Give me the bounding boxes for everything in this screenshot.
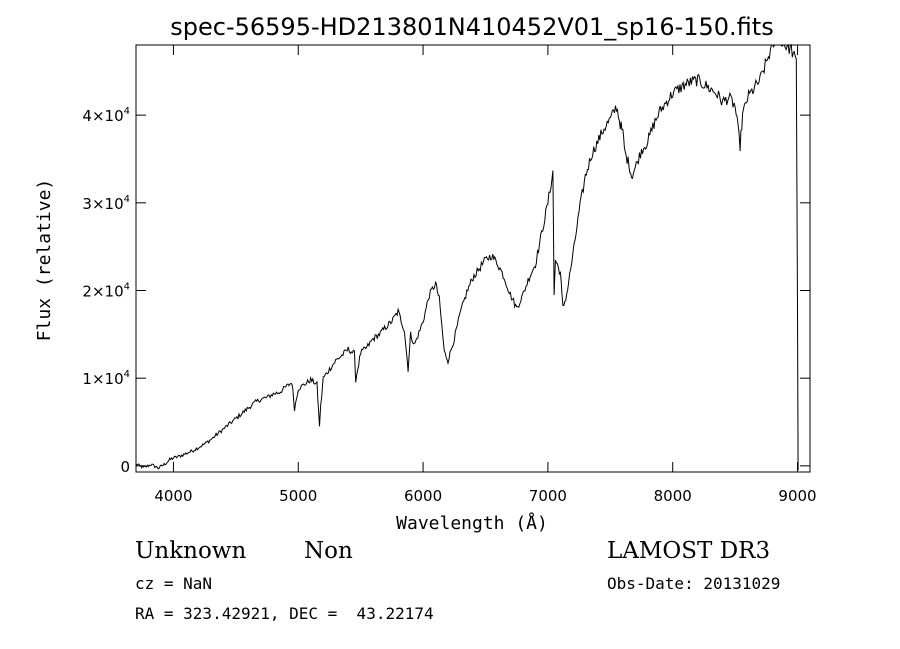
x-tick-label: 5000 [279, 487, 317, 505]
x-tick-label: 8000 [654, 487, 692, 505]
x-axis-label: Wavelength (Å) [396, 512, 548, 534]
y-tick-mantissa: 3×10 [82, 195, 123, 213]
y-tick-exponent: 4 [124, 106, 130, 117]
y-tick-label: 4×104 [82, 106, 130, 125]
y-axis-label: Flux (relative) [34, 179, 55, 342]
y-tick-exponent: 4 [124, 282, 130, 293]
y-tick-mantissa: 1×10 [82, 370, 123, 388]
y-tick-mantissa: 0 [120, 458, 130, 476]
object-class: Non [304, 538, 353, 564]
y-tick-label: 0 [120, 458, 130, 476]
y-tick-label: 3×104 [82, 194, 130, 213]
chart-title: spec-56595-HD213801N410452V01_sp16-150.f… [170, 13, 773, 41]
x-tick-label: 4000 [154, 487, 192, 505]
y-tick-mantissa: 2×10 [82, 283, 123, 301]
obs-date-readout: Obs-Date: 20131029 [607, 574, 781, 593]
y-tick-mantissa: 4×10 [82, 107, 123, 125]
y-tick-exponent: 4 [124, 194, 130, 205]
object-name: Unknown [135, 538, 247, 564]
plot-frame [135, 44, 811, 473]
spectrum-series-line [135, 43, 799, 471]
x-tick-label: 7000 [529, 487, 567, 505]
x-tick-label: 9000 [778, 487, 816, 505]
x-tick-label: 6000 [404, 487, 442, 505]
redshift-readout: cz = NaN [135, 574, 213, 593]
y-tick-label: 2×104 [82, 282, 130, 301]
y-tick-label: 1×104 [82, 369, 130, 388]
y-tick-exponent: 4 [124, 369, 130, 380]
survey-label: LAMOST DR3 [607, 538, 771, 564]
x-axis-ticks: 4000 5000 6000 7000 8000 9000 [154, 45, 817, 505]
coordinates-readout: RA = 323.42921, DEC = 43.22174 [135, 604, 434, 623]
